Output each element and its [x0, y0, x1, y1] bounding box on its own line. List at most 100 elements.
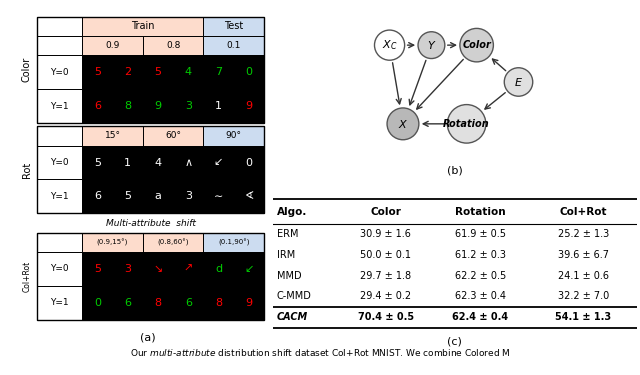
Text: Y=1: Y=1: [51, 102, 69, 111]
Text: Multi-attribute  shift: Multi-attribute shift: [106, 219, 196, 228]
Text: 29.7 ± 1.8: 29.7 ± 1.8: [360, 271, 412, 281]
Bar: [204, 89, 234, 123]
Bar: [234, 89, 264, 123]
Text: Col+Rot: Col+Rot: [559, 207, 607, 217]
Bar: [204, 146, 234, 180]
Bar: [38, 146, 83, 180]
Text: 0: 0: [94, 298, 101, 308]
Bar: [234, 180, 264, 213]
Text: 2: 2: [124, 67, 131, 77]
Bar: [234, 146, 264, 180]
Text: 60°: 60°: [165, 132, 181, 141]
Bar: [83, 89, 113, 123]
Text: 3: 3: [185, 101, 192, 111]
Text: Color: Color: [22, 57, 32, 82]
Text: (0.1,90°): (0.1,90°): [218, 239, 250, 246]
Bar: [204, 16, 264, 36]
Bar: [38, 56, 83, 89]
Bar: [143, 146, 173, 180]
Bar: [83, 180, 113, 213]
Bar: [38, 126, 83, 146]
Text: 62.4 ± 0.4: 62.4 ± 0.4: [452, 312, 508, 322]
Bar: [173, 89, 204, 123]
Text: 1: 1: [124, 158, 131, 168]
Text: 32.2 ± 7.0: 32.2 ± 7.0: [557, 291, 609, 302]
Bar: [38, 232, 264, 320]
Text: 8: 8: [154, 298, 161, 308]
Text: 15°: 15°: [104, 132, 120, 141]
Text: 30.9 ± 1.6: 30.9 ± 1.6: [360, 230, 411, 240]
Bar: [204, 56, 234, 89]
Text: 39.6 ± 6.7: 39.6 ± 6.7: [557, 250, 609, 260]
Text: 6: 6: [94, 191, 101, 201]
Bar: [113, 146, 143, 180]
Text: 62.3 ± 0.4: 62.3 ± 0.4: [455, 291, 506, 302]
Bar: [204, 180, 234, 213]
Text: Rotation: Rotation: [444, 119, 490, 129]
Text: 54.1 ± 1.3: 54.1 ± 1.3: [555, 312, 611, 322]
Bar: [143, 286, 173, 320]
Text: 5: 5: [94, 158, 101, 168]
Text: 24.1 ± 0.6: 24.1 ± 0.6: [557, 271, 609, 281]
Text: Y=0: Y=0: [51, 264, 69, 273]
Text: 6: 6: [124, 298, 131, 308]
Bar: [173, 56, 204, 89]
Bar: [234, 252, 264, 286]
Text: 0: 0: [245, 67, 252, 77]
Bar: [234, 56, 264, 89]
Bar: [83, 16, 204, 36]
Bar: [38, 126, 264, 213]
Text: 50.0 ± 0.1: 50.0 ± 0.1: [360, 250, 412, 260]
Text: 4: 4: [154, 158, 161, 168]
Text: ∧: ∧: [184, 158, 193, 168]
Ellipse shape: [418, 32, 445, 58]
Text: Rotation: Rotation: [455, 207, 506, 217]
Text: ↘: ↘: [154, 264, 163, 274]
Text: ↙: ↙: [214, 158, 223, 168]
Text: Color: Color: [462, 40, 491, 50]
Bar: [204, 126, 264, 146]
Text: $X_C$: $X_C$: [382, 38, 397, 52]
Bar: [143, 232, 204, 252]
Text: MMD: MMD: [276, 271, 301, 281]
Text: 0: 0: [245, 158, 252, 168]
Text: 0.1: 0.1: [227, 41, 241, 50]
Bar: [83, 36, 143, 56]
Text: Color: Color: [371, 207, 401, 217]
Ellipse shape: [504, 68, 532, 96]
Text: Train: Train: [131, 21, 155, 31]
Text: (b): (b): [447, 166, 463, 176]
Bar: [38, 36, 83, 56]
Text: 9: 9: [245, 298, 252, 308]
Text: Y=1: Y=1: [51, 192, 69, 201]
Text: (a): (a): [140, 333, 156, 343]
Text: C-MMD: C-MMD: [276, 291, 312, 302]
Text: d: d: [215, 264, 222, 274]
Bar: [234, 286, 264, 320]
Text: Our $\it{multi}$-$\it{attribute}$ distribution shift dataset Col+Rot MNIST. We c: Our $\it{multi}$-$\it{attribute}$ distri…: [130, 347, 510, 358]
Ellipse shape: [460, 28, 493, 62]
Text: a: a: [154, 191, 161, 201]
Text: Test: Test: [224, 21, 243, 31]
Ellipse shape: [374, 30, 404, 60]
Text: Col+Rot: Col+Rot: [22, 261, 31, 292]
Bar: [143, 252, 173, 286]
Text: 4: 4: [185, 67, 192, 77]
Bar: [38, 252, 83, 286]
Bar: [38, 180, 83, 213]
Bar: [38, 16, 264, 123]
Text: Algo.: Algo.: [276, 207, 307, 217]
Text: 5: 5: [124, 191, 131, 201]
Bar: [113, 286, 143, 320]
Bar: [173, 146, 204, 180]
Bar: [38, 286, 83, 320]
Text: 25.2 ± 1.3: 25.2 ± 1.3: [557, 230, 609, 240]
Text: ∼: ∼: [214, 191, 223, 201]
Bar: [38, 16, 83, 36]
Text: 7: 7: [215, 67, 222, 77]
Text: Y=1: Y=1: [51, 298, 69, 307]
Bar: [204, 232, 264, 252]
Text: ↗: ↗: [184, 264, 193, 274]
Text: 61.2 ± 0.3: 61.2 ± 0.3: [455, 250, 506, 260]
Bar: [83, 146, 113, 180]
